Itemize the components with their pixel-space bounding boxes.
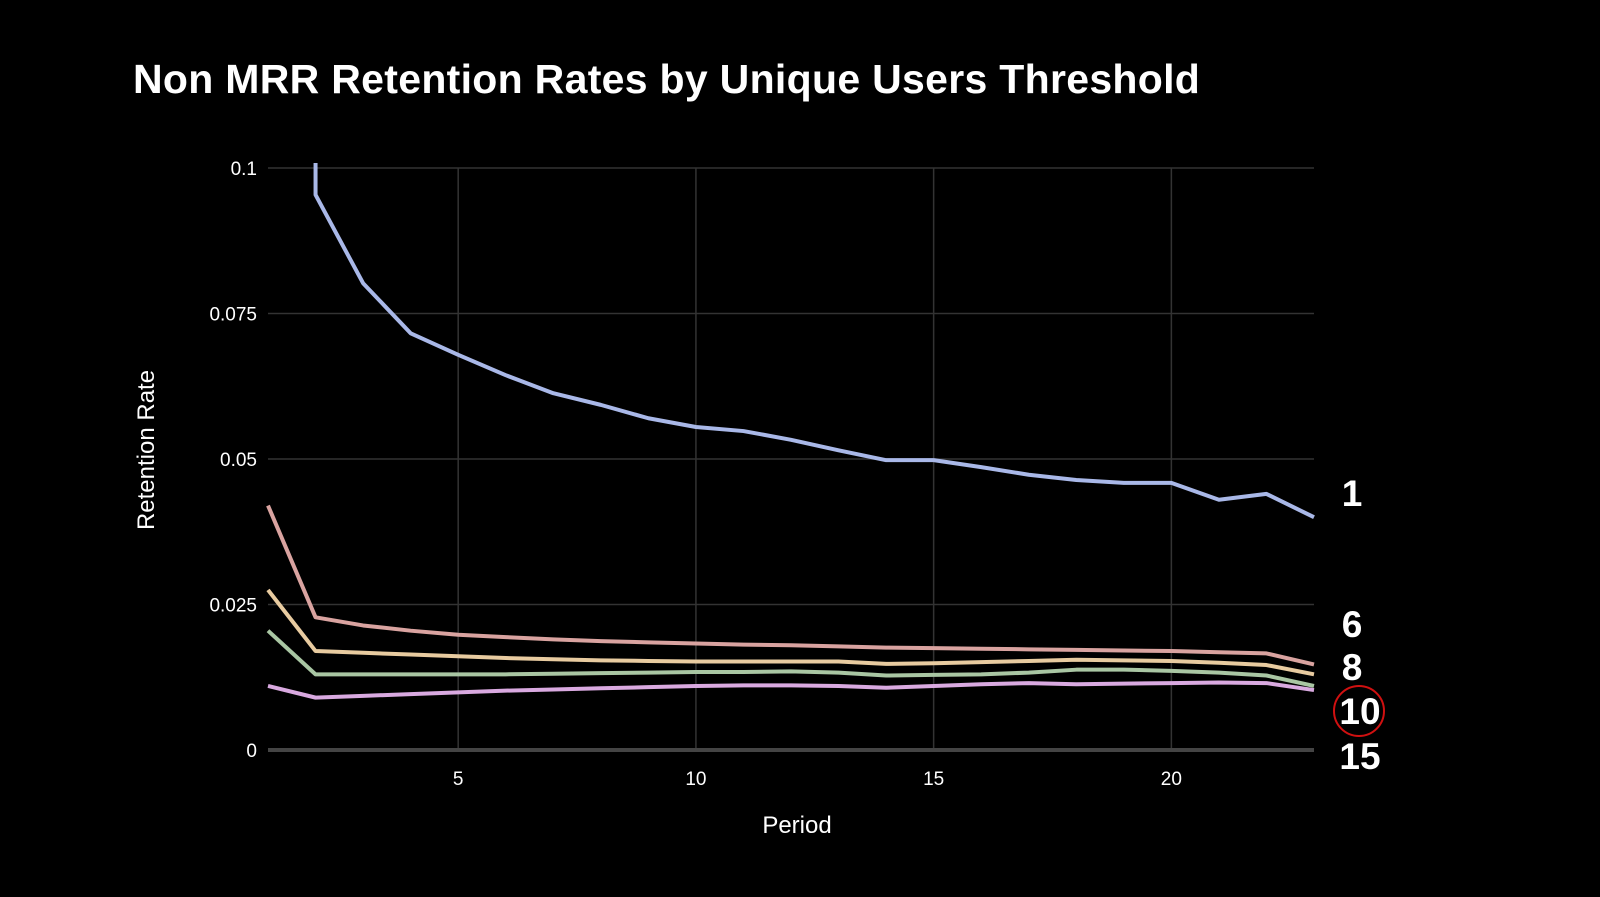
series-label-15: 15 (1339, 736, 1380, 777)
series-label-1: 1 (1342, 473, 1363, 514)
x-tick-label: 5 (453, 769, 464, 790)
series-label-10: 10 (1339, 691, 1380, 732)
series-line-15 (267, 680, 1315, 700)
series-line-1 (313, 163, 1315, 519)
x-axis-label: Period (762, 812, 831, 839)
chart-title: Non MRR Retention Rates by Unique Users … (133, 56, 1201, 102)
y-tick-label: 0.075 (209, 305, 257, 326)
y-tick-label: 0 (246, 741, 257, 762)
y-tick-label: 0.025 (209, 596, 257, 617)
series-label-6: 6 (1342, 604, 1363, 645)
highlight-circle (1333, 685, 1385, 737)
y-tick-label: 0.05 (220, 450, 257, 471)
x-tick-label: 20 (1161, 769, 1182, 790)
series-line-6 (266, 504, 1315, 667)
series-line-10 (266, 629, 1315, 688)
series-label-8: 8 (1342, 647, 1363, 688)
x-tick-label: 10 (685, 769, 706, 790)
x-tick-label: 15 (923, 769, 944, 790)
y-axis-label: Retention Rate (133, 370, 160, 530)
y-tick-label: 0.1 (231, 159, 257, 180)
series-line-8 (266, 588, 1315, 677)
series-lines (266, 163, 1315, 700)
tick-labels: 5 10 15 20 0 0.025 0.05 0.075 0.1 (209, 159, 1181, 790)
